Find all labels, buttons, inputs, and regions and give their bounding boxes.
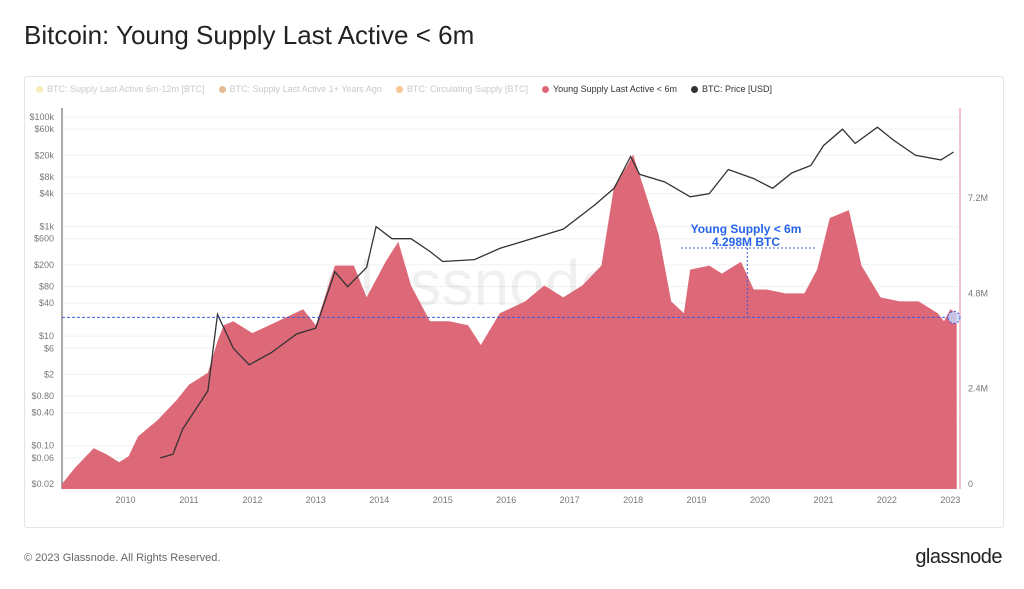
y-left-tick-label: $0.02	[31, 479, 54, 489]
legend-item[interactable]: Young Supply Last Active < 6m	[541, 84, 677, 94]
legend-label: BTC: Price [USD]	[701, 84, 772, 94]
legend-label: BTC: Supply Last Active 6m-12m [BTC]	[47, 84, 205, 94]
x-tick-label: 2015	[433, 495, 453, 505]
y-left-tick-label: $1k	[39, 222, 54, 232]
y-left-tick-label: $0.10	[31, 441, 54, 451]
x-tick-label: 2014	[369, 495, 389, 505]
x-tick-label: 2011	[179, 495, 198, 505]
legend-marker	[395, 85, 403, 93]
legend-label: BTC: Supply Last Active 1+ Years Ago	[229, 84, 382, 94]
x-tick-label: 2016	[496, 495, 516, 505]
y-left-tick-label: $600	[34, 234, 54, 244]
y-left-tick-label: $4k	[39, 189, 54, 199]
y-left-tick-label: $60k	[34, 124, 54, 134]
y-left-tick-label: $0.80	[31, 391, 54, 401]
x-tick-label: 2019	[687, 495, 707, 505]
legend-label: BTC: Circulating Supply [BTC]	[406, 84, 528, 94]
annotation-title: Young Supply < 6m	[691, 222, 802, 236]
y-left-tick-label: $10	[39, 331, 54, 341]
legend-marker	[690, 85, 698, 93]
legend-item[interactable]: BTC: Circulating Supply [BTC]	[395, 84, 528, 94]
y-left-tick-label: $8k	[39, 172, 54, 182]
legend-marker	[36, 85, 43, 93]
annotation-value: 4.298M BTC	[712, 235, 780, 249]
y-left-tick-label: $2	[44, 369, 54, 379]
y-left-tick-label: $6	[44, 343, 54, 353]
y-left-tick-label: $20k	[34, 150, 54, 160]
chart-card	[24, 76, 1004, 528]
y-right-tick-label: 0	[968, 479, 973, 489]
x-tick-label: 2018	[623, 495, 643, 505]
x-tick-label: 2020	[750, 495, 770, 505]
current-value-marker	[947, 310, 961, 324]
y-left-tick-label: $100k	[29, 112, 54, 122]
y-right-tick-label: 2.4M	[968, 384, 988, 394]
x-tick-label: 2021	[813, 495, 833, 505]
x-tick-label: 2013	[306, 495, 326, 505]
legend-marker	[218, 85, 226, 93]
x-tick-label: 2023	[940, 495, 960, 505]
page-title: Bitcoin: Young Supply Last Active < 6m	[24, 20, 475, 50]
price-line	[160, 126, 954, 459]
y-right-tick-label: 7.2M	[968, 193, 988, 203]
x-tick-label: 2017	[560, 495, 580, 505]
legend-item[interactable]: BTC: Price [USD]	[690, 84, 772, 94]
legend: BTC: Supply Last Active 6m-12m [BTC] BTC:…	[36, 84, 772, 94]
x-tick-label: 2012	[242, 495, 262, 505]
legend-item[interactable]: BTC: Supply Last Active 6m-12m [BTC]	[36, 84, 205, 94]
brand-logo: glassnode	[915, 546, 1002, 568]
copyright: © 2023 Glassnode. All Rights Reserved.	[24, 552, 221, 564]
y-left-tick-label: $0.40	[31, 408, 54, 418]
y-left-tick-label: $40	[39, 298, 54, 308]
y-left-tick-label: $0.06	[31, 453, 54, 463]
y-right-tick-label: 4.8M	[968, 288, 988, 298]
x-tick-label: 2010	[115, 495, 135, 505]
y-left-tick-label: $80	[39, 282, 54, 292]
young-supply-area	[62, 154, 957, 489]
y-left-tick-label: $200	[34, 260, 54, 270]
legend-marker	[541, 85, 549, 93]
legend-label: Young Supply Last Active < 6m	[552, 84, 677, 94]
x-tick-label: 2022	[877, 495, 897, 505]
legend-item[interactable]: BTC: Supply Last Active 1+ Years Ago	[218, 84, 382, 94]
